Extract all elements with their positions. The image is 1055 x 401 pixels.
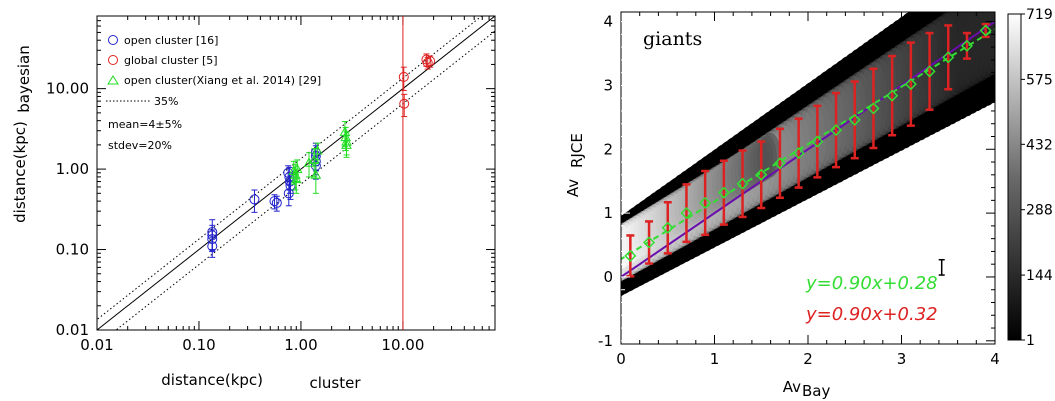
x-tick-label: 2 bbox=[803, 350, 813, 368]
left-y-axis-label: distance(kpc) bbox=[11, 121, 29, 223]
left-x-axis-label-main: distance(kpc) bbox=[161, 371, 263, 389]
left-legend: open cluster [16] global cluster [5] ope… bbox=[106, 34, 321, 152]
right-y-axis-label: Av bbox=[564, 179, 582, 197]
legend-marker-global-cluster bbox=[108, 55, 118, 65]
binned-point bbox=[923, 65, 936, 78]
colorbar-tick-label: 288 bbox=[1026, 203, 1053, 219]
right-x-axis-label: Av bbox=[783, 378, 801, 396]
y-tick-label: 3 bbox=[603, 76, 613, 94]
legend-label-xiang: open cluster(Xiang et al. 2014) [29] bbox=[124, 74, 321, 87]
binned-point bbox=[829, 124, 843, 137]
binned-point bbox=[979, 24, 992, 37]
colorbar-tick-label: 432 bbox=[1026, 137, 1053, 153]
x-tick-label: 10.00 bbox=[381, 336, 424, 354]
binned-point bbox=[755, 168, 768, 181]
binned-point bbox=[642, 236, 656, 249]
binned-point bbox=[867, 102, 880, 115]
typical-error-bar bbox=[938, 258, 945, 276]
data-point bbox=[271, 197, 282, 208]
data-point bbox=[398, 71, 409, 82]
y-tick-label: 0.01 bbox=[56, 321, 89, 339]
binned-point bbox=[717, 186, 730, 199]
stat-mean: mean=4±5% bbox=[108, 118, 182, 131]
data-point bbox=[399, 98, 410, 109]
legend-label-global-cluster: global cluster [5] bbox=[124, 54, 218, 67]
x-tick-label: 1 bbox=[710, 350, 720, 368]
data-point bbox=[291, 163, 303, 174]
x-tick-label: 0 bbox=[616, 350, 626, 368]
colorbar-tick-label: 575 bbox=[1026, 72, 1053, 88]
binned-point bbox=[680, 207, 693, 220]
binned-point bbox=[904, 78, 917, 91]
y-tick-label: 4 bbox=[603, 13, 613, 31]
y-tick-label: 0.10 bbox=[56, 241, 89, 259]
data-point bbox=[310, 169, 322, 179]
y-tick-label: 1.00 bbox=[56, 160, 89, 178]
right-axis-ticks bbox=[620, 12, 996, 344]
binned-point bbox=[848, 113, 861, 126]
ref-35pct-line bbox=[97, 16, 483, 321]
binned-point bbox=[960, 39, 974, 52]
binned-point bbox=[942, 51, 955, 64]
colorbar-tick-labels: 719 575 432 288 144 1 bbox=[1021, 7, 1053, 349]
red-fit-equation: y=0.90x+0.32 bbox=[805, 304, 938, 325]
colorbar-tick-label: 144 bbox=[1026, 268, 1053, 284]
data-point bbox=[425, 56, 436, 67]
stat-stdev: stdev=20% bbox=[108, 139, 172, 152]
x-tick-label: 0.10 bbox=[182, 336, 215, 354]
green-fit-equation: y=0.90x+0.28 bbox=[805, 273, 938, 294]
x-tick-label: 3 bbox=[897, 350, 907, 368]
colorbar bbox=[1007, 13, 1022, 341]
y-tick-label: -1 bbox=[598, 332, 613, 350]
left-data-points bbox=[207, 16, 436, 330]
y-tick-label: 1 bbox=[603, 204, 613, 222]
left-x-axis-label: distance(kpc) bbox=[161, 371, 263, 389]
y-tick-label: 10.00 bbox=[46, 80, 89, 98]
binned-point bbox=[886, 89, 899, 102]
binned-point bbox=[811, 135, 824, 148]
legend-label-open-cluster: open cluster [16] bbox=[124, 34, 218, 47]
x-tick-label: 0.01 bbox=[80, 336, 113, 354]
giants-label: giants bbox=[643, 28, 702, 50]
left-axis-ticks bbox=[96, 15, 496, 331]
legend-marker-open-cluster bbox=[108, 35, 118, 45]
data-point bbox=[290, 173, 302, 184]
right-y-axis-label-sub: RJCE bbox=[568, 133, 586, 168]
colorbar-tick-label: 1 bbox=[1026, 333, 1035, 349]
left-chart: 0.01 0.10 1.00 10.00 0.01 0.10 1.00 10.00 dista… bbox=[11, 15, 496, 392]
data-point bbox=[341, 139, 352, 149]
data-point bbox=[303, 157, 315, 167]
left-tick-labels: 0.01 0.10 1.00 10.00 0.01 0.10 1.00 10.00 bbox=[46, 80, 424, 354]
binned-point bbox=[661, 221, 674, 234]
legend-label-35pct: 35% bbox=[154, 95, 178, 108]
binned-point bbox=[736, 177, 749, 190]
binned-points bbox=[624, 22, 992, 278]
x-tick-label: 1.00 bbox=[284, 336, 317, 354]
binned-point bbox=[792, 147, 805, 160]
data-point bbox=[312, 145, 323, 155]
colorbar-tick-label: 719 bbox=[1026, 7, 1053, 23]
data-point bbox=[207, 241, 218, 252]
data-point bbox=[249, 194, 260, 205]
binned-point bbox=[699, 196, 712, 209]
binned-point bbox=[624, 249, 637, 262]
density-core bbox=[760, 132, 781, 178]
legend-marker-xiang bbox=[107, 75, 119, 85]
binned-point bbox=[773, 157, 787, 170]
left-y-axis-label-sub: bayesian bbox=[15, 45, 33, 113]
y-tick-label: 2 bbox=[603, 140, 613, 158]
y-tick-label: 0 bbox=[603, 268, 613, 286]
left-x-axis-label-sub: cluster bbox=[309, 374, 361, 392]
data-point bbox=[340, 131, 352, 142]
right-x-axis-label-sub: Bay bbox=[802, 382, 830, 400]
x-tick-label: 4 bbox=[990, 350, 1000, 368]
